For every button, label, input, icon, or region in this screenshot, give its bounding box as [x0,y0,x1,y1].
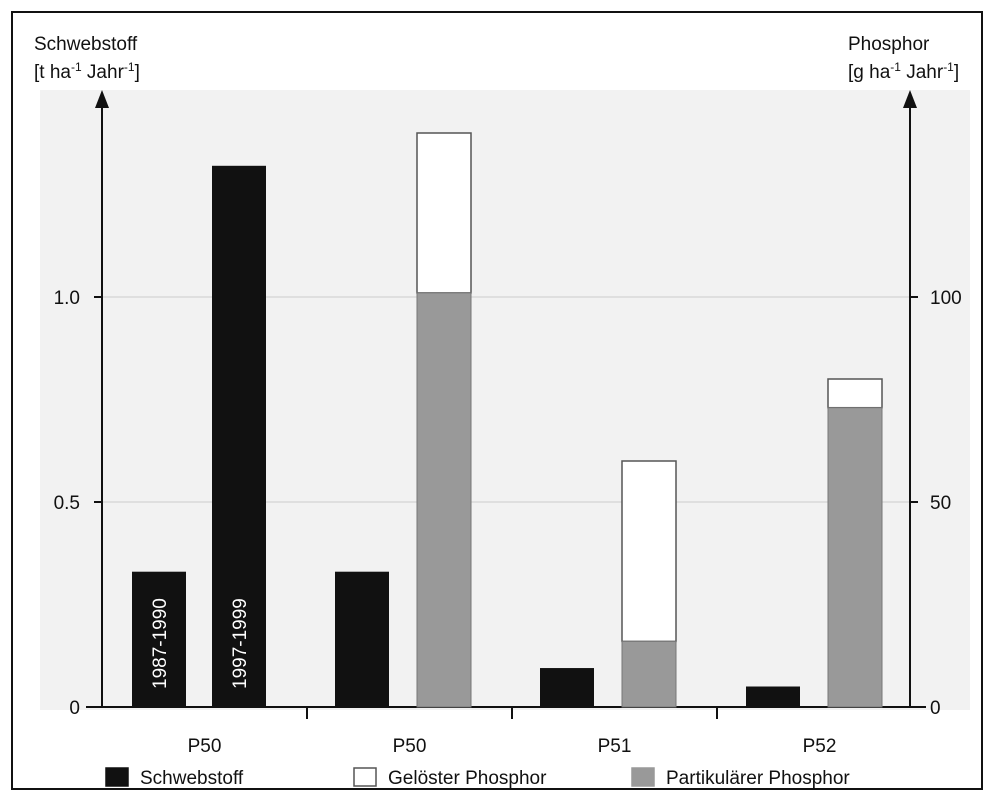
right-axis-title-line1: Phosphor [848,34,930,55]
schwebstoff-bar [132,571,186,707]
left-axis-arrow-icon [95,90,109,108]
schwebstoff-bar-label: 1987-1990 [150,598,171,689]
axis-ticks: 0 0.5 1.0 0 50 100 [54,288,962,719]
left-axis-title-line1: Schwebstoff [34,34,138,55]
schwebstoff-bar-label: 1997-1999 [230,598,251,689]
left-axis-title-sup: -1 [71,60,82,74]
left-tick-label: 0 [69,698,80,719]
category-label: P51 [598,736,632,757]
bars: 1987-1990 1997-1999 [132,132,883,708]
right-tick-label: 0 [930,698,941,719]
left-tick-label: 0.5 [54,493,80,514]
legend: Schwebstoff Gelöster Phosphor Partikulärer… [105,767,850,789]
category-label: P52 [803,736,837,757]
geloester-phosphor-bar [416,132,472,294]
right-axis-title-line2: [g ha-1 Jahr-1] [848,60,959,83]
geloester-phosphor-bar [827,378,883,409]
category-label: P50 [188,736,222,757]
left-axis-title-sup: -1 [124,60,135,74]
right-tick-label: 50 [930,493,951,514]
legend-swatch [631,767,655,787]
left-axis-title-part: Jahr [82,62,125,83]
schwebstoff-bar [212,165,266,708]
legend-swatch [353,767,377,787]
schwebstoff-bar [335,571,389,707]
geloester-phosphor-bar [621,460,677,643]
legend-label: Schwebstoff [140,768,244,789]
right-tick-label: 100 [930,288,962,309]
left-axis-title-part: ] [135,62,140,83]
right-axis-arrow-icon [903,90,917,108]
left-tick-label: 1.0 [54,288,80,309]
right-axis-title-part: Jahr [901,62,944,83]
left-axis-title-part: [t ha [34,62,71,83]
category-labels: P50 P50 P51 P52 [188,707,837,757]
right-axis-title-part: [g ha [848,62,891,83]
plot-background [40,90,970,710]
legend-swatch [105,767,129,787]
partikulaerer-phosphor-bar [416,292,472,708]
partikulaerer-phosphor-bar [827,407,883,708]
legend-label: Partikulärer Phosphor [666,768,850,789]
right-axis-title-part: ] [954,62,959,83]
partikulaerer-phosphor-bar [621,640,677,708]
left-axis-title-line2: [t ha-1 Jahr-1] [34,60,140,83]
legend-label: Gelöster Phosphor [388,768,547,789]
right-axis-title-sup: -1 [890,60,901,74]
schwebstoff-bar [540,668,594,707]
category-label: P50 [393,736,427,757]
right-axis-title-sup: -1 [943,60,954,74]
schwebstoff-bar [746,686,800,707]
